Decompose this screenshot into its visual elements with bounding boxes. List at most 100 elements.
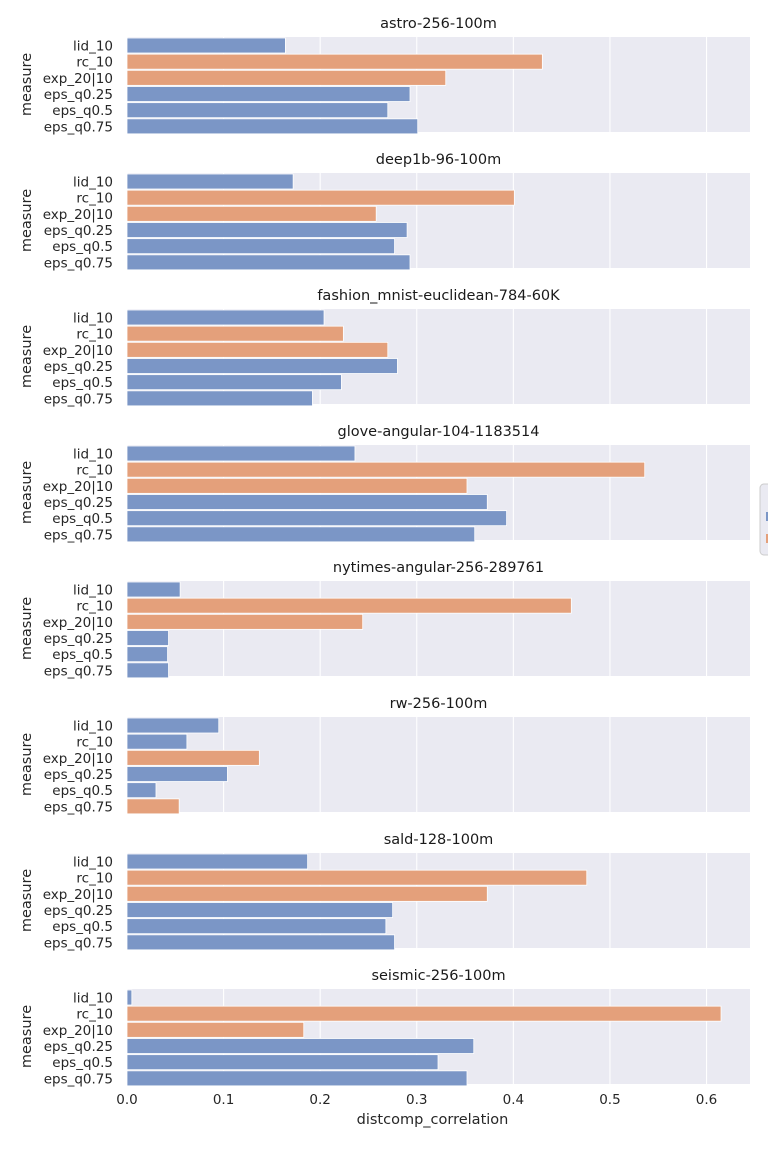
bar	[126, 461, 646, 478]
bar	[126, 869, 588, 886]
category-label: lid_10	[73, 855, 113, 871]
category-label: rc_10	[76, 1007, 113, 1023]
bar	[126, 766, 228, 782]
bar	[126, 717, 220, 734]
bar	[126, 581, 181, 598]
category-label: lid_10	[73, 991, 113, 1007]
category-label: exp_20|10	[43, 1023, 113, 1039]
category-label: lid_10	[73, 719, 113, 735]
panel: fashion_mnist-euclidean-784-60K lid_10rc_…	[19, 288, 750, 407]
panel-title: astro-256-100m	[380, 16, 497, 32]
y-axis-label: measure	[19, 1005, 35, 1068]
bar	[126, 526, 476, 543]
bar	[126, 118, 419, 135]
y-axis-label: measure	[19, 733, 35, 796]
bar	[126, 1070, 468, 1087]
panel-title: deep1b-96-100m	[376, 152, 501, 168]
panel: astro-256-100mlid_10rc_10exp_20|10eps_q0…	[19, 16, 750, 135]
bar	[126, 102, 389, 119]
bar	[126, 749, 260, 766]
bar	[126, 798, 180, 815]
bar	[126, 510, 507, 527]
category-label: rc_10	[76, 599, 113, 615]
bar	[126, 69, 447, 86]
panel-title: fashion_mnist-euclidean-784-60K	[317, 288, 560, 304]
bar	[126, 1021, 305, 1038]
panel: rw-256-100m lid_10rc_10exp_20|10eps_q0.25…	[19, 696, 750, 815]
category-label: exp_20|10	[43, 71, 113, 87]
category-label: eps_q0.25	[44, 767, 113, 783]
category-label: eps_q0.25	[44, 223, 113, 239]
category-label: eps_q0.5	[52, 647, 113, 663]
bar	[126, 445, 356, 462]
category-label: eps_q0.25	[44, 87, 113, 103]
bar	[126, 173, 294, 190]
category-label: exp_20|10	[43, 343, 113, 359]
category-label: rc_10	[76, 327, 113, 343]
bar	[126, 934, 395, 951]
category-label: lid_10	[73, 447, 113, 463]
bar	[126, 254, 411, 271]
category-label: exp_20|10	[43, 887, 113, 903]
panel-title: rw-256-100m	[390, 696, 488, 712]
bar	[126, 205, 377, 222]
category-label: eps_q0.25	[44, 631, 113, 647]
bar	[126, 238, 395, 255]
bar	[126, 358, 398, 374]
x-tick-label: 0.3	[406, 1092, 427, 1108]
category-label: eps_q0.5	[52, 239, 113, 255]
bar	[126, 341, 389, 358]
category-label: exp_20|10	[43, 207, 113, 223]
panel: glove-angular-104-1183514 lid_10rc_10exp_…	[19, 424, 750, 543]
x-tick-label: 0.4	[503, 1092, 524, 1108]
legend-swatch	[766, 512, 768, 521]
category-label: eps_q0.5	[52, 1055, 113, 1071]
panel: sald-128-100mlid_10rc_10exp_20|10eps_q0.…	[19, 832, 750, 951]
bar	[126, 390, 313, 407]
y-axis-label: measure	[19, 461, 35, 524]
category-label: rc_10	[76, 735, 113, 751]
category-label: eps_q0.75	[44, 527, 113, 543]
panel: seismic-256-100mlid_10rc_10exp_20|10eps_…	[19, 968, 750, 1087]
category-label: eps_q0.25	[44, 495, 113, 511]
category-label: eps_q0.75	[44, 255, 113, 271]
category-label: eps_q0.75	[44, 1071, 113, 1087]
bar	[126, 613, 364, 630]
bar	[126, 733, 188, 750]
category-label: exp_20|10	[43, 751, 113, 767]
bar	[126, 477, 468, 494]
category-label: exp_20|10	[43, 479, 113, 495]
category-label: rc_10	[76, 55, 113, 71]
y-axis-label: measure	[19, 597, 35, 660]
bar	[126, 37, 286, 54]
bar	[126, 918, 387, 935]
y-axis-label: measure	[19, 53, 35, 116]
x-tick-label: 0.2	[309, 1092, 330, 1108]
category-label: eps_q0.5	[52, 919, 113, 935]
y-axis-label: measure	[19, 869, 35, 932]
bar	[126, 597, 572, 614]
bar	[126, 662, 169, 679]
bar	[126, 374, 342, 391]
category-label: eps_q0.25	[44, 1039, 113, 1055]
category-label: eps_q0.25	[44, 359, 113, 375]
category-label: eps_q0.75	[44, 119, 113, 135]
bar	[126, 189, 515, 206]
y-axis-label: measure	[19, 189, 35, 252]
category-label: lid_10	[73, 311, 113, 327]
bar	[126, 53, 543, 70]
category-label: eps_q0.5	[52, 375, 113, 391]
x-tick-label: 0.0	[116, 1092, 137, 1108]
bar	[126, 494, 488, 510]
panel: deep1b-96-100mlid_10rc_10exp_20|10eps_q0…	[19, 152, 750, 271]
category-label: rc_10	[76, 463, 113, 479]
panel-title: glove-angular-104-1183514	[338, 424, 540, 440]
x-axis-label: distcomp_correlation	[357, 1112, 509, 1128]
bar	[126, 782, 157, 799]
bar	[126, 86, 411, 102]
x-tick-label: 0.6	[696, 1092, 717, 1108]
category-label: eps_q0.5	[52, 103, 113, 119]
x-tick-label: 0.5	[599, 1092, 620, 1108]
bar	[126, 989, 133, 1006]
